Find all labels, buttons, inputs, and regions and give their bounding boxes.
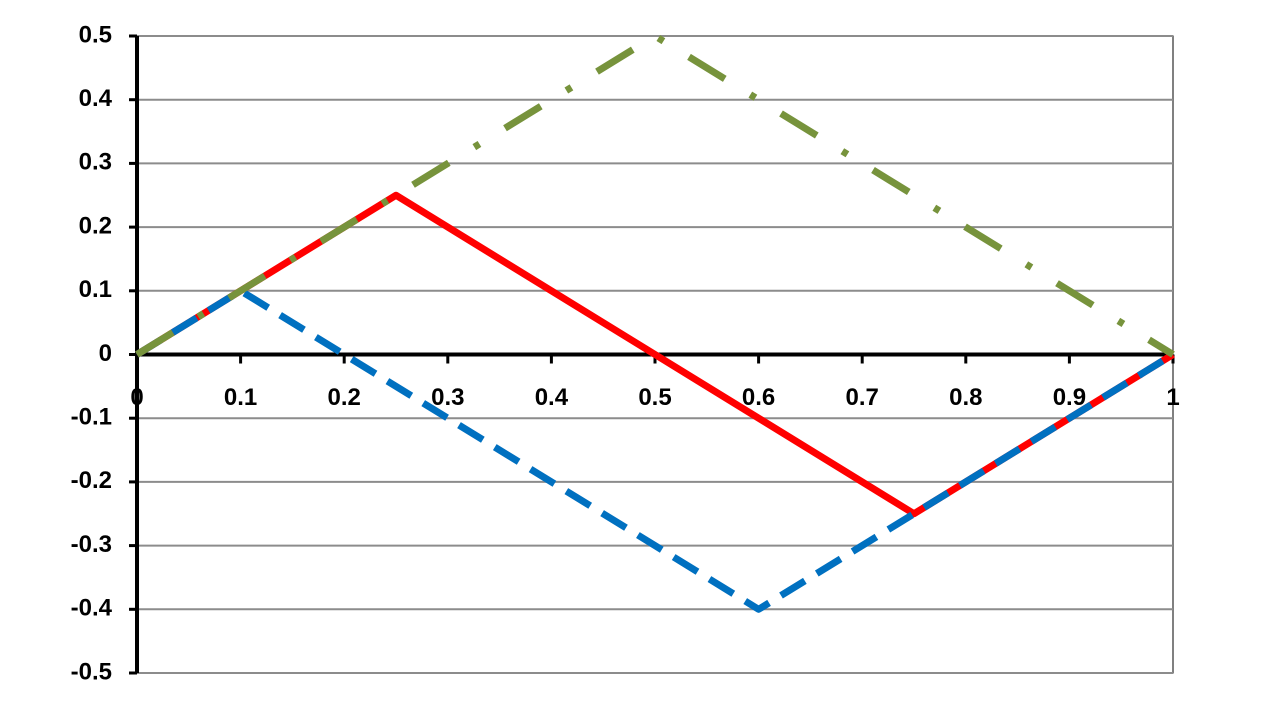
x-tick-label: 0.4: [535, 384, 569, 411]
x-tick-label: 0.8: [949, 384, 982, 411]
x-tick-label: 0.3: [431, 384, 464, 411]
y-tick-label: -0.3: [71, 531, 112, 558]
x-tick-label: 0.1: [224, 384, 257, 411]
y-tick-label: 0.5: [79, 21, 112, 48]
y-tick-label: -0.1: [71, 404, 112, 431]
y-tick-label: -0.4: [71, 595, 113, 622]
y-tick-label: -0.2: [71, 467, 112, 494]
x-tick-label: 0.2: [328, 384, 361, 411]
x-tick-label: 0.5: [638, 384, 671, 411]
x-tick-label: 1: [1166, 384, 1179, 411]
x-tick-label: 0.9: [1053, 384, 1086, 411]
line-series: [135, 32, 1175, 358]
line-series: [135, 287, 1175, 613]
y-tick-label: 0.2: [79, 212, 112, 239]
y-tick-label: 0.1: [79, 276, 112, 303]
y-tick-label: 0.4: [79, 85, 113, 112]
x-tick-label: 0.7: [846, 384, 879, 411]
y-tick-label: 0: [99, 340, 112, 367]
x-tick-label: 0.6: [742, 384, 775, 411]
y-tick-label: -0.5: [71, 658, 112, 685]
y-tick-label: 0.3: [79, 149, 112, 176]
